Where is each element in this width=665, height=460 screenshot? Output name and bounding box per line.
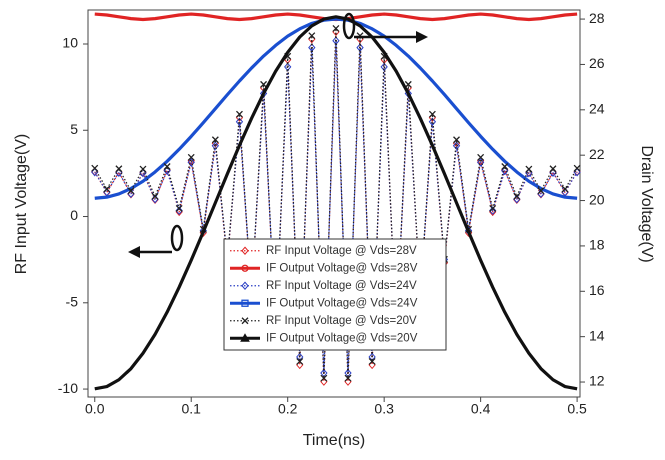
y2-tick-label: 22 (589, 146, 605, 162)
y-axis-title: RF Input Voltage(V) (13, 134, 30, 275)
data-point (489, 204, 497, 212)
series-line (94, 40, 578, 374)
data-point (175, 204, 183, 212)
y2-tick-label: 28 (589, 10, 605, 26)
arrow-head (416, 31, 428, 43)
legend-marker (241, 299, 249, 307)
data-point (235, 110, 243, 118)
legend-label: RF Input Voltage @ Vds=20V (266, 315, 417, 327)
legend-marker (240, 333, 250, 342)
data-point (428, 110, 436, 118)
x-tick-label: 0.4 (471, 401, 491, 417)
legend-marker (241, 281, 249, 291)
data-point (332, 25, 340, 32)
y-tick-label: 0 (70, 207, 78, 223)
data-point (368, 357, 376, 365)
data-point (549, 165, 557, 173)
data-point (163, 163, 171, 170)
y-tick-label: 5 (70, 121, 78, 137)
data-point (260, 80, 268, 88)
data-point (476, 158, 485, 167)
data-point (175, 206, 183, 215)
y-tick-label: -10 (58, 380, 78, 396)
y2-tick-label: 14 (589, 327, 605, 343)
x-tick-label: 0.5 (567, 401, 587, 417)
series-line (94, 15, 578, 391)
legend: RF Input Voltage @ Vds=28V IF Output Volt… (223, 238, 447, 351)
axis-pointer-circle (170, 224, 184, 252)
data-point (501, 163, 509, 170)
data-point (573, 164, 581, 172)
x-tick-label: 0.3 (374, 401, 394, 417)
data-point (151, 192, 159, 200)
series-line (94, 17, 578, 200)
data-point (452, 141, 461, 151)
x-tick-label: 0.2 (278, 401, 298, 417)
data-point (501, 166, 509, 176)
y2-tick-label: 26 (589, 55, 605, 71)
data-point (380, 62, 388, 72)
arrow-head (128, 246, 140, 258)
data-point (453, 136, 460, 144)
legend-label: RF Input Voltage @ Vds=28V (266, 245, 417, 257)
y2-tick-label: 24 (589, 101, 605, 117)
y2-tick-label: 20 (589, 191, 605, 207)
legend-marker (241, 317, 249, 325)
x-tick-label: 0.0 (85, 401, 105, 417)
legend-box (223, 238, 447, 351)
y2-tick-label: 18 (589, 237, 605, 253)
data-point (477, 153, 485, 161)
legend-marker (241, 246, 249, 256)
data-point (525, 165, 533, 173)
data-point (404, 80, 412, 88)
legend-marker (241, 264, 249, 272)
legend-label: IF Output Voltage@ Vds=20V (266, 332, 418, 344)
y2-tick-label: 16 (589, 282, 605, 298)
data-point (537, 187, 545, 195)
y-tick-label: -5 (66, 293, 79, 309)
x-tick-label: 0.1 (181, 401, 201, 417)
data-point (187, 158, 195, 167)
data-point (320, 374, 328, 382)
annotations (128, 12, 428, 258)
data-point (211, 141, 219, 151)
data-point (308, 32, 316, 40)
legend-label: IF Output Voltage@ Vds=28V (266, 262, 418, 274)
series-line (94, 27, 578, 379)
axis-pointer-circle (342, 12, 356, 40)
data-point (489, 206, 497, 215)
y-tick-label: 10 (62, 35, 78, 51)
data-point (187, 153, 195, 161)
data-point (103, 185, 111, 193)
data-point (296, 357, 304, 365)
data-point (127, 187, 135, 195)
data-point (428, 117, 437, 127)
data-point (211, 136, 219, 144)
plot-frame (87, 9, 581, 398)
legend-label: RF Input Voltage @ Vds=24V (266, 280, 417, 292)
data-point (235, 117, 244, 127)
data-point (344, 374, 352, 382)
data-point (163, 166, 171, 176)
y2-axis-title: Drain Voltage(V) (638, 145, 655, 262)
data-point (561, 185, 569, 193)
legend-label: IF Output Voltage@ Vds=24V (266, 297, 418, 309)
y2-tick-label: 12 (589, 373, 605, 389)
data-point (513, 192, 521, 200)
x-axis-title: Time(ns) (303, 432, 366, 449)
data-point (91, 164, 99, 172)
data-point (115, 165, 123, 173)
data-point (139, 165, 147, 173)
